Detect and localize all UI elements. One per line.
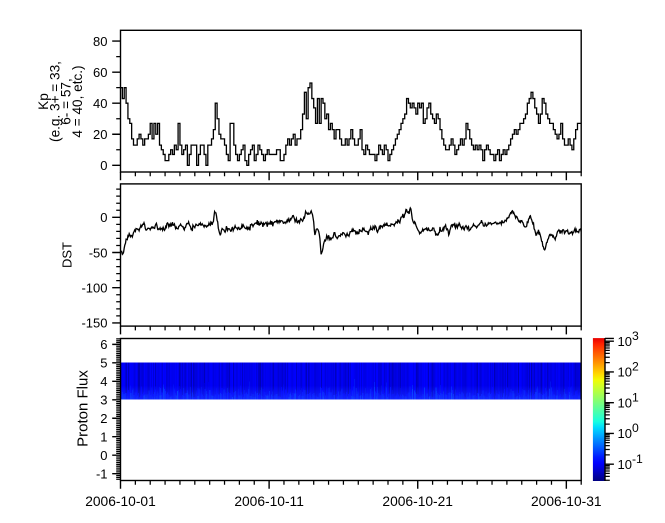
svg-text:-50: -50 — [89, 245, 108, 260]
svg-text:-100: -100 — [81, 281, 107, 296]
svg-text:6: 6 — [100, 337, 107, 352]
svg-text:80: 80 — [93, 34, 107, 49]
svg-text:0: 0 — [100, 158, 107, 173]
svg-text:2006-10-31: 2006-10-31 — [531, 494, 602, 509]
svg-text:0: 0 — [100, 210, 107, 225]
svg-text:-150: -150 — [81, 316, 107, 331]
svg-text:2006-10-11: 2006-10-11 — [234, 494, 304, 509]
svg-text:20: 20 — [93, 127, 107, 142]
svg-text:4: 4 — [100, 374, 107, 389]
svg-text:6- = 57,: 6- = 57, — [59, 78, 74, 124]
svg-text:-1: -1 — [96, 467, 108, 482]
svg-text:60: 60 — [93, 65, 107, 80]
svg-text:0: 0 — [100, 448, 107, 463]
svg-text:5: 5 — [100, 356, 107, 371]
svg-text:2: 2 — [100, 411, 107, 426]
svg-text:2006-10-01: 2006-10-01 — [85, 494, 156, 509]
svg-text:Kp: Kp — [36, 93, 51, 110]
svg-text:1: 1 — [100, 430, 107, 445]
svg-text:2006-10-21: 2006-10-21 — [382, 494, 453, 509]
svg-text:4 = 40, etc.): 4 = 40, etc.) — [70, 65, 85, 137]
svg-text:3: 3 — [100, 393, 107, 408]
svg-text:40: 40 — [93, 96, 107, 111]
svg-text:(e.g. 3+ = 33,: (e.g. 3+ = 33, — [47, 61, 62, 142]
svg-text:Proton Flux: Proton Flux — [74, 370, 91, 447]
svg-text:DST: DST — [59, 242, 74, 268]
